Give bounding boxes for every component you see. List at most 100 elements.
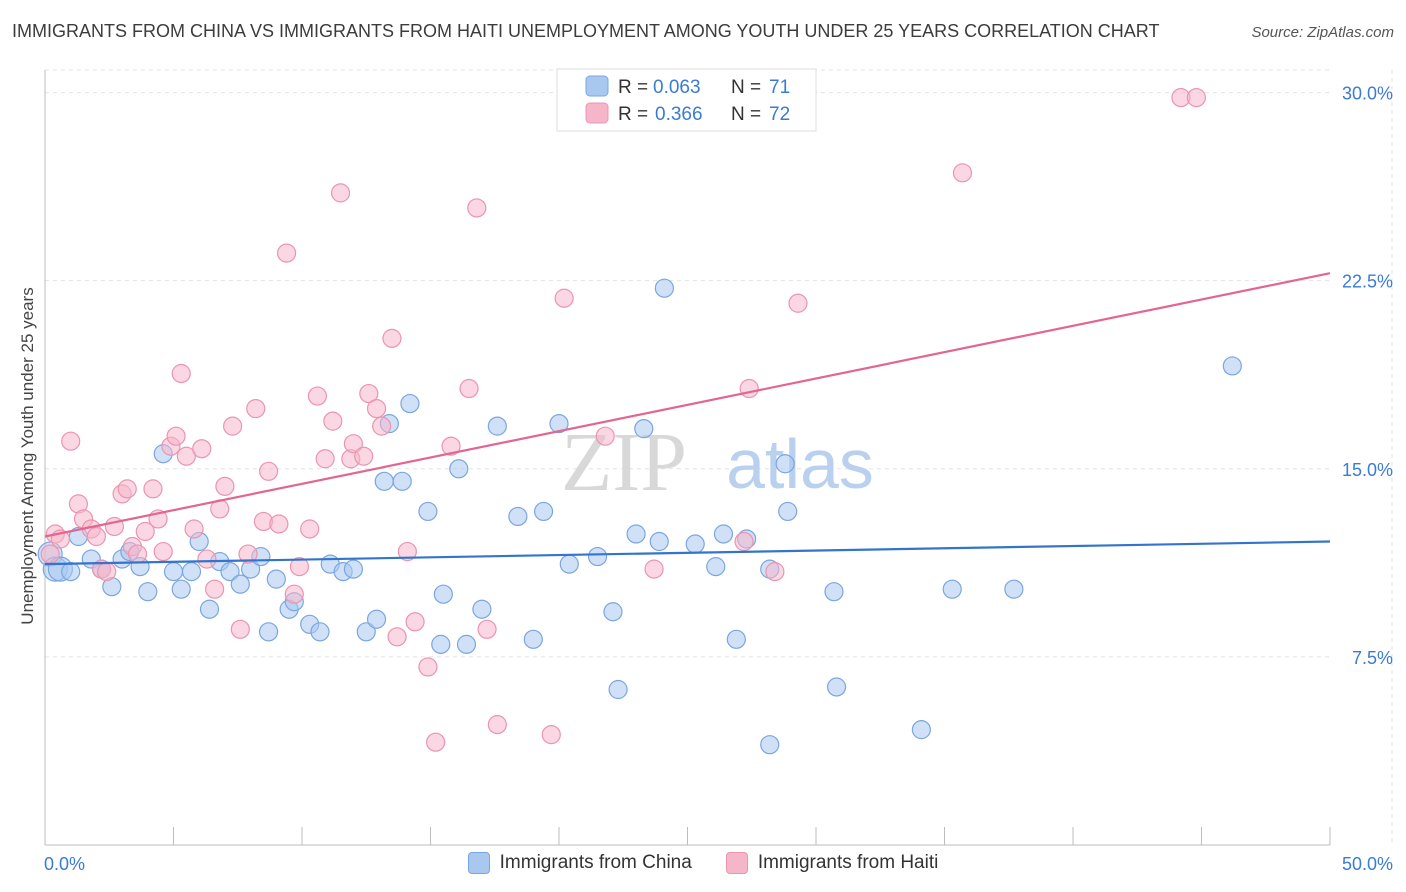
haiti-point-48 [366,398,387,419]
china-point-70 [1004,579,1024,599]
china-trend-line [44,540,1331,566]
china-point-17 [199,599,220,619]
haiti-point-54 [418,657,438,677]
haiti-point-62 [554,288,574,308]
china-point-23 [258,622,279,642]
china-point-44 [487,416,507,436]
china-point-55 [649,531,669,552]
axes [44,70,1331,846]
china-point-46 [523,629,543,649]
haiti-point-60 [487,715,507,735]
china-point-65 [778,501,798,522]
china-point-34 [374,471,394,491]
china-point-63 [760,735,780,755]
trend-lines [44,272,1331,566]
haiti-point-34 [258,461,279,481]
haiti-point-68 [788,293,808,313]
china-point-66 [824,582,844,602]
bottom-legend-haiti-swatch [725,852,748,874]
china-point-47 [533,501,554,522]
legend: R = 0.063 N = 71 R = 0.366 N = 72 [556,68,817,132]
china-point-11 [138,582,158,602]
haiti-point-71 [1186,87,1206,108]
china-point-31 [343,559,363,579]
haiti-point-0 [40,544,60,564]
haiti-point-58 [467,198,487,218]
haiti-point-7 [86,526,107,547]
china-point-49 [559,554,579,574]
haiti-point-12 [117,479,137,499]
watermark-atlas: atlas [726,425,874,503]
haiti-point-40 [307,386,328,406]
bottom-legend-haiti: Immigrants from Haiti [725,852,939,874]
china-point-3 [61,562,81,582]
haiti-point-56 [441,436,461,456]
legend-china-r-value: 0.063 [653,77,701,98]
y-tick-label-3: 30.0% [1342,84,1393,104]
bottom-legend-haiti-label: Immigrants from Haiti [757,852,939,873]
haiti-point-47 [359,383,379,404]
haiti-trend-line [44,272,1331,538]
bottom-legend-china: Immigrants from China [467,852,692,874]
china-point-59 [713,524,734,544]
haiti-point-37 [284,584,304,604]
source-label: Source: ZipAtlas.com [1251,24,1394,41]
haiti-point-46 [354,446,374,466]
haiti-point-30 [230,619,250,639]
haiti-point-39 [300,519,320,539]
haiti-point-51 [387,627,407,647]
haiti-point-45 [343,434,363,454]
haiti-point-18 [153,541,173,562]
y-tick-label-0: 7.5% [1352,648,1393,668]
legend-china-n-value: 71 [769,77,790,98]
china-point-53 [626,524,646,544]
haiti-point-65 [734,531,754,552]
haiti-point-52 [397,541,417,562]
china-point-51 [603,602,623,622]
haiti-point-43 [330,183,351,203]
china-point-60 [726,629,746,649]
haiti-point-32 [246,398,266,419]
china-point-24 [266,569,286,589]
y-axis-label: Unemployment Among Youth under 25 years [18,287,37,624]
haiti-point-24 [192,439,212,459]
haiti-point-63 [595,426,615,446]
tick-labels: 7.5% 15.0% 22.5% 30.0% 0.0% 50.0% [44,84,1393,874]
haiti-point-67 [765,562,785,582]
y-tick-label-1: 15.0% [1342,460,1393,480]
x-tick-label-end: 50.0% [1342,854,1393,874]
haiti-point-66 [739,378,759,399]
haiti-point-9 [97,562,117,582]
haiti-point-69 [952,163,973,183]
china-point-68 [911,720,931,740]
china-point-32 [356,622,376,642]
china-point-43 [472,599,492,619]
haiti-point-29 [223,416,243,436]
watermark-zip: ZIP [561,416,687,509]
haiti-point-31 [238,544,258,564]
china-point-64 [775,454,795,474]
haiti-point-53 [405,612,425,632]
data-points [37,87,1242,755]
haiti-point-23 [184,519,204,539]
china-point-38 [418,501,438,522]
bottom-legend-china-swatch [467,852,490,874]
haiti-point-21 [171,363,191,384]
legend-haiti-r-value: 0.366 [655,104,703,125]
china-point-71 [1222,356,1242,376]
legend-china-swatch [585,75,609,97]
haiti-point-64 [644,559,664,579]
watermark: ZIP atlas [561,416,874,509]
haiti-point-28 [215,476,235,496]
haiti-point-16 [143,479,163,499]
china-point-33 [366,609,387,629]
china-point-69 [942,579,962,599]
haiti-point-15 [135,521,155,542]
china-point-14 [171,579,191,599]
china-point-56 [654,278,674,298]
china-point-50 [587,546,608,567]
china-point-54 [634,419,654,439]
haiti-point-36 [276,243,297,263]
china-point-57 [685,534,705,554]
